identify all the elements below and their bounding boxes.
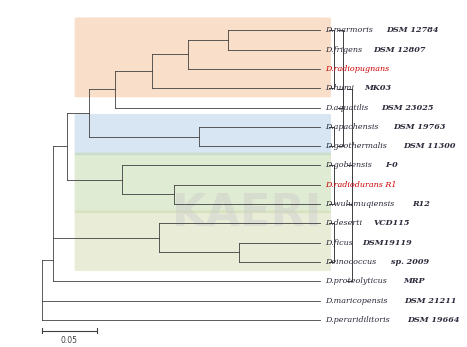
Text: D.geothermalis: D.geothermalis: [325, 142, 390, 150]
Text: D.maricopensis: D.maricopensis: [325, 297, 390, 305]
Text: D.proteolyticus: D.proteolyticus: [325, 277, 390, 285]
FancyBboxPatch shape: [75, 17, 331, 97]
FancyBboxPatch shape: [75, 114, 331, 155]
Text: VCD115: VCD115: [374, 219, 410, 227]
Text: R12: R12: [413, 200, 431, 208]
Text: DSM 11300: DSM 11300: [403, 142, 456, 150]
Text: DSM 12784: DSM 12784: [387, 26, 439, 34]
Text: DSM 23025: DSM 23025: [381, 103, 433, 111]
Text: MRP: MRP: [403, 277, 425, 285]
Text: sp. 2009: sp. 2009: [391, 258, 429, 266]
Text: Deinococcus: Deinococcus: [325, 258, 379, 266]
Text: D.aquatilis: D.aquatilis: [325, 103, 371, 111]
Text: I-0: I-0: [385, 161, 398, 169]
Text: DSM 21211: DSM 21211: [404, 297, 457, 305]
Text: D.humi: D.humi: [325, 84, 357, 92]
Text: MK03: MK03: [364, 84, 391, 92]
Text: D.gobiensis: D.gobiensis: [325, 161, 375, 169]
Text: 0.05: 0.05: [61, 336, 78, 345]
Text: DSM 19664: DSM 19664: [407, 316, 460, 324]
Text: D.deserti: D.deserti: [325, 219, 365, 227]
Text: D.ficus: D.ficus: [325, 239, 356, 247]
Text: D.frigens: D.frigens: [325, 46, 365, 54]
Text: DSM 19763: DSM 19763: [394, 123, 446, 131]
Text: D.radiopugnans: D.radiopugnans: [325, 65, 390, 73]
Text: KAERI: KAERI: [171, 192, 322, 235]
Text: D.wulumuqiensis: D.wulumuqiensis: [325, 200, 397, 208]
Text: DSM19119: DSM19119: [362, 239, 412, 247]
FancyBboxPatch shape: [75, 153, 331, 213]
Text: D.radiodurans R1: D.radiodurans R1: [325, 181, 397, 189]
Text: DSM 12807: DSM 12807: [374, 46, 426, 54]
Text: D.marmoris: D.marmoris: [325, 26, 376, 34]
FancyBboxPatch shape: [75, 210, 331, 271]
Text: D.apachensis: D.apachensis: [325, 123, 382, 131]
Text: D.peraridilitoris: D.peraridilitoris: [325, 316, 393, 324]
